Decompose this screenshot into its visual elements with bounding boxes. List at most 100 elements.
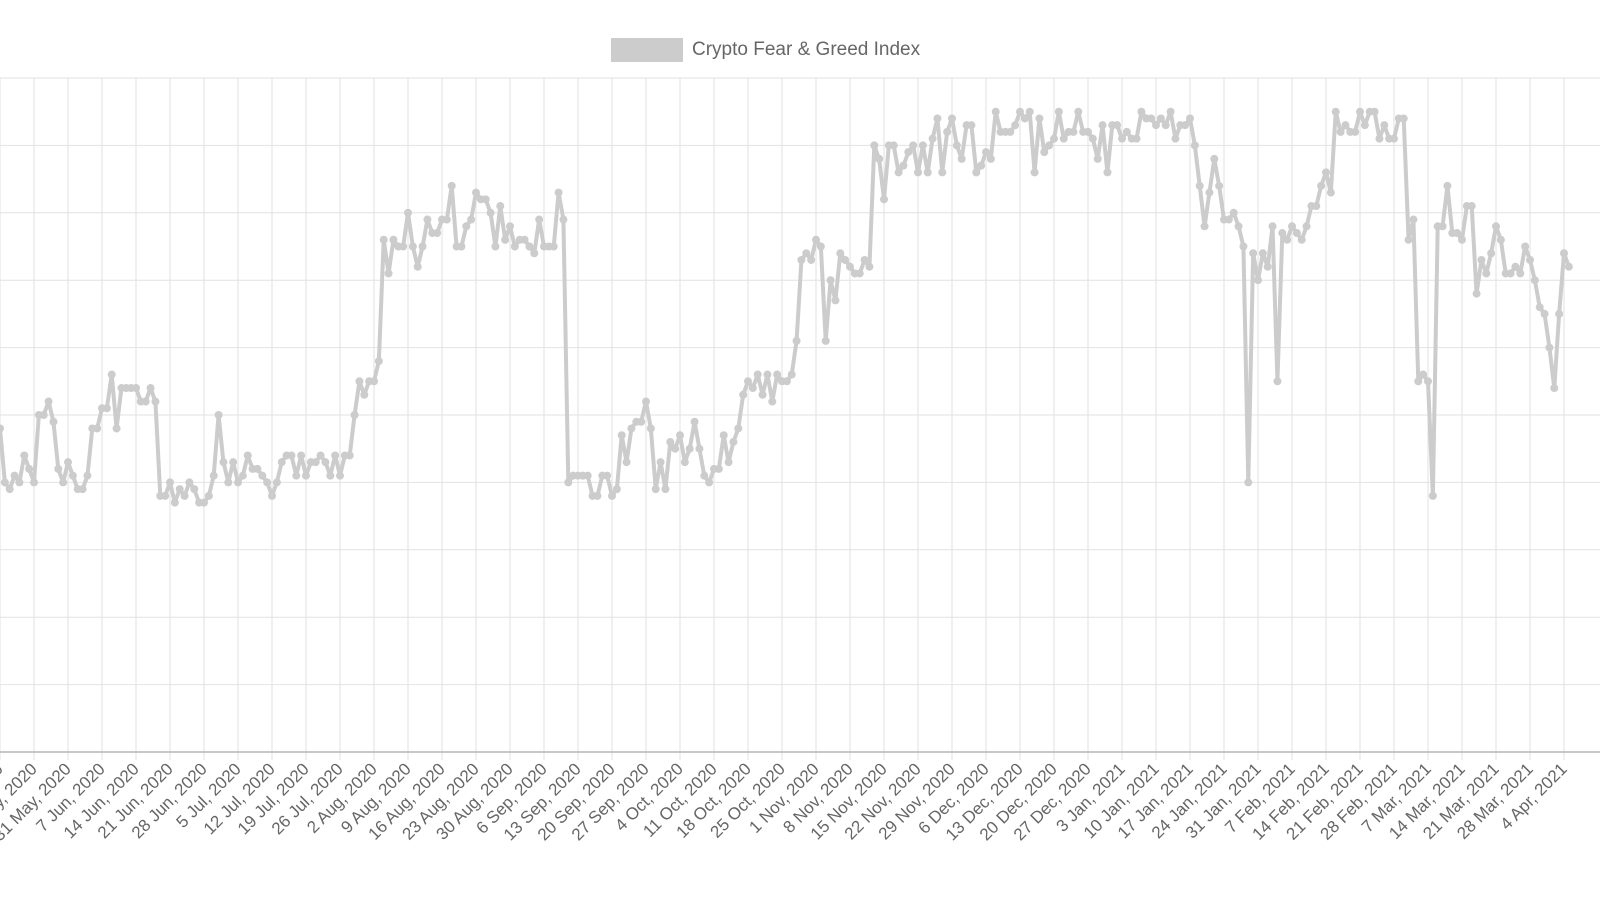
data-point (404, 208, 412, 217)
data-point (1302, 222, 1311, 231)
data-point (671, 444, 680, 453)
data-point (1550, 384, 1559, 393)
data-point (1409, 215, 1418, 224)
series-line (0, 109, 1571, 505)
data-point (870, 141, 879, 150)
data-point (787, 370, 796, 379)
data-point (889, 141, 898, 150)
data-point (219, 458, 228, 467)
data-point (1195, 181, 1204, 190)
data-point (554, 188, 563, 197)
data-point (258, 471, 267, 480)
data-point (1380, 121, 1389, 130)
data-point (1428, 491, 1437, 500)
data-point (1093, 154, 1102, 163)
data-point (200, 498, 208, 507)
data-point (486, 208, 495, 217)
data-point (729, 437, 738, 446)
data-point (525, 242, 534, 251)
data-point (408, 242, 417, 251)
data-point (1050, 134, 1058, 143)
data-point (1084, 127, 1092, 136)
data-point (826, 276, 835, 285)
data-point (1530, 276, 1539, 285)
data-point (744, 377, 752, 386)
data-point (447, 181, 456, 190)
data-point (302, 471, 310, 480)
data-point (1025, 107, 1034, 116)
data-point (20, 451, 29, 460)
data-point (714, 464, 723, 473)
data-point (865, 262, 874, 271)
data-point (1200, 222, 1209, 231)
data-point (1375, 134, 1384, 143)
data-point (661, 485, 670, 494)
data-point (1074, 107, 1083, 116)
data-point (1059, 134, 1068, 143)
data-point (982, 148, 990, 157)
data-point (530, 249, 539, 258)
data-point (700, 471, 709, 480)
data-point (59, 478, 68, 487)
data-point (1292, 229, 1301, 238)
data-point (253, 464, 262, 473)
data-point (10, 471, 19, 480)
data-point (272, 478, 281, 487)
data-point (1414, 377, 1423, 386)
data-point (627, 424, 636, 433)
data-point (496, 202, 505, 211)
data-point (238, 471, 247, 480)
data-point (1521, 242, 1530, 251)
data-point (146, 384, 155, 393)
data-point (1147, 114, 1156, 123)
data-point (977, 161, 986, 170)
data-point (1040, 148, 1049, 157)
data-point (1161, 121, 1170, 130)
data-point (423, 215, 432, 224)
data-point (141, 397, 150, 406)
data-point (481, 195, 490, 204)
data-point (957, 154, 966, 163)
data-point (1477, 255, 1486, 264)
data-point (782, 377, 791, 386)
data-point (894, 168, 903, 177)
data-point (467, 215, 476, 224)
data-point (1404, 235, 1413, 244)
data-point (1035, 114, 1044, 123)
data-point (1506, 269, 1515, 278)
data-point (1511, 262, 1520, 271)
data-point (510, 242, 519, 251)
data-point (938, 168, 947, 177)
data-point (1317, 181, 1326, 190)
data-point (1205, 188, 1214, 197)
data-point (549, 242, 558, 251)
data-point (78, 485, 87, 494)
data-point (802, 249, 811, 258)
data-point (413, 262, 422, 271)
data-point (972, 168, 981, 177)
data-point (263, 478, 272, 487)
data-point (1560, 249, 1568, 258)
data-point (680, 458, 689, 467)
data-point (1492, 222, 1500, 231)
data-point (1190, 141, 1199, 150)
legend: Crypto Fear & Greed Index (611, 38, 921, 62)
data-point (360, 390, 369, 399)
data-point (1244, 478, 1253, 487)
data-point (875, 154, 884, 163)
data-point (491, 242, 500, 251)
data-point (768, 397, 777, 406)
data-point (807, 255, 816, 264)
data-point (1186, 114, 1194, 123)
data-point (102, 404, 111, 413)
data-point (855, 269, 864, 278)
data-point (860, 255, 869, 264)
data-point (399, 242, 408, 251)
data-point (928, 134, 937, 143)
data-point (1297, 235, 1306, 244)
data-point (1020, 114, 1029, 123)
data-point (753, 370, 762, 379)
data-point (170, 498, 179, 507)
data-point (637, 417, 646, 426)
data-point (1283, 235, 1292, 244)
